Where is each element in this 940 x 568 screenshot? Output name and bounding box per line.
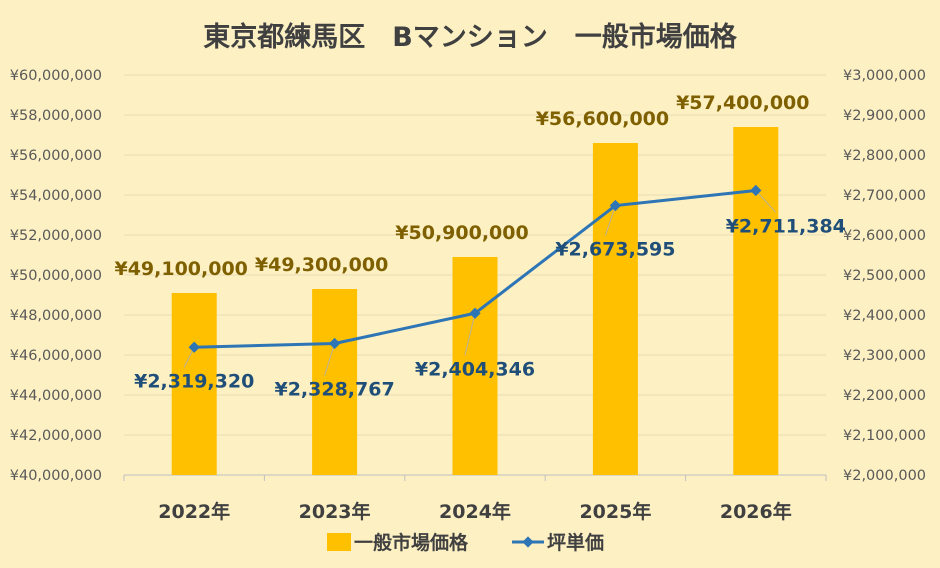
leader-line <box>324 343 336 376</box>
legend: 一般市場価格 坪単価 <box>327 531 604 554</box>
bar <box>452 257 498 475</box>
right-tick-label: ¥2,600,000 <box>843 228 926 244</box>
left-tick-label: ¥60,000,000 <box>10 68 102 84</box>
legend-swatch-marker <box>522 536 534 548</box>
left-tick-label: ¥44,000,000 <box>10 388 102 404</box>
legend-swatch-bar <box>327 533 351 551</box>
bar <box>592 143 638 475</box>
line-marker <box>609 199 622 212</box>
legend-label-line: 坪単価 <box>547 531 604 554</box>
chart-title: 東京都練馬区 Bマンション 一般市場価格 <box>203 21 738 53</box>
line-marker <box>188 341 200 353</box>
left-tick-label: ¥52,000,000 <box>10 228 102 244</box>
category-label: 2024年 <box>439 500 511 523</box>
data-labels: ¥49,100,000 ¥49,300,000 ¥50,900,000 ¥56,600… <box>114 92 845 400</box>
left-tick-label: ¥58,000,000 <box>10 108 102 124</box>
left-tick-label: ¥48,000,000 <box>10 308 102 324</box>
category-label: 2022年 <box>158 500 230 523</box>
line-data-label: ¥2,711,384 <box>726 215 846 237</box>
left-tick-label: ¥46,000,000 <box>10 348 102 364</box>
category-label: 2026年 <box>720 500 792 523</box>
category-axis: 2022年 2023年 2024年 2025年 2026年 <box>158 500 791 523</box>
left-tick-label: ¥40,000,000 <box>10 468 102 484</box>
right-axis: ¥2,000,000 ¥2,100,000 ¥2,200,000 ¥2,300,000… <box>843 68 926 484</box>
bar-data-label: ¥50,900,000 <box>395 222 528 244</box>
line-series <box>188 184 762 353</box>
bar-data-label: ¥56,600,000 <box>536 108 669 130</box>
left-tick-label: ¥56,000,000 <box>10 148 102 164</box>
leader-line <box>755 190 777 213</box>
right-tick-label: ¥3,000,000 <box>843 68 926 84</box>
line-data-label: ¥2,404,346 <box>415 358 535 380</box>
bar-data-label: ¥57,400,000 <box>676 92 809 114</box>
bar <box>312 289 358 475</box>
right-tick-label: ¥2,200,000 <box>843 388 926 404</box>
bar-data-label: ¥49,300,000 <box>255 254 388 276</box>
line-data-label: ¥2,328,767 <box>274 378 394 400</box>
right-tick-label: ¥2,300,000 <box>843 348 926 364</box>
left-tick-label: ¥42,000,000 <box>10 428 102 444</box>
line-marker <box>750 184 762 197</box>
bar <box>171 293 217 475</box>
line-data-label: ¥2,673,595 <box>555 239 675 261</box>
leader-line <box>464 313 476 356</box>
right-tick-label: ¥2,800,000 <box>843 148 926 164</box>
right-tick-label: ¥2,400,000 <box>843 308 926 324</box>
left-axis: ¥40,000,000 ¥42,000,000 ¥44,000,000 ¥46,000… <box>10 68 102 484</box>
left-tick-label: ¥50,000,000 <box>10 268 102 284</box>
category-label: 2023年 <box>299 500 371 523</box>
left-tick-label: ¥54,000,000 <box>10 188 102 204</box>
right-tick-label: ¥2,700,000 <box>843 188 926 204</box>
right-tick-label: ¥2,900,000 <box>843 108 926 124</box>
line-marker <box>469 307 481 319</box>
legend-label-bar: 一般市場価格 <box>354 531 469 554</box>
line-data-label: ¥2,319,320 <box>134 370 254 392</box>
right-tick-label: ¥2,000,000 <box>843 468 926 484</box>
bar <box>733 127 779 475</box>
leader-line <box>604 205 616 236</box>
right-tick-label: ¥2,500,000 <box>843 268 926 284</box>
bar-data-label: ¥49,100,000 <box>114 258 247 280</box>
right-tick-label: ¥2,100,000 <box>843 428 926 444</box>
bar-series <box>171 127 779 475</box>
line-marker <box>328 337 341 350</box>
category-label: 2025年 <box>579 500 651 523</box>
